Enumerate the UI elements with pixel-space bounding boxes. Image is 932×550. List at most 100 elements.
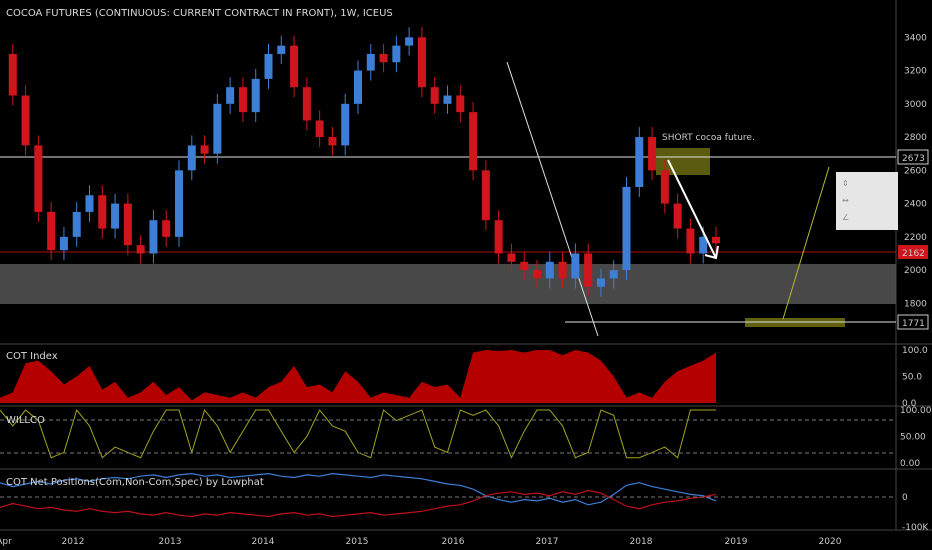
candle-body: [609, 270, 618, 279]
candle-body: [226, 87, 235, 104]
candle-body: [72, 211, 81, 237]
short-arrow[interactable]: [667, 159, 717, 259]
net-noncommercial-line: [0, 489, 717, 518]
candle-body: [264, 53, 273, 79]
candle-body: [456, 95, 465, 113]
candle-body: [405, 37, 414, 46]
candle-body: [162, 220, 171, 237]
net-commercial-line: [0, 472, 717, 506]
price-axis[interactable]: 3400 3200 3000 2800 2600 2400 2200 2000 1800: [904, 33, 927, 309]
time-tick-label: 2017: [536, 537, 559, 547]
willco-pane: [0, 408, 716, 459]
price-tick-label: 2000: [904, 266, 927, 276]
cot-tick-label: 0.0: [902, 399, 917, 409]
candle-body: [392, 45, 401, 63]
willco-line: [0, 408, 716, 459]
price-tick-label: 3400: [904, 33, 927, 43]
candle-body: [686, 228, 695, 254]
marker-upper: 2673: [897, 149, 929, 165]
candle-body: [149, 220, 158, 254]
candle-body: [660, 170, 669, 204]
measure-bars-icon: ↔: [842, 196, 849, 205]
candle-body: [328, 137, 337, 146]
marker-lower-text: 1771: [902, 319, 925, 329]
candle-body: [341, 103, 350, 146]
measure-box[interactable]: [836, 172, 898, 230]
candle-body: [622, 186, 631, 271]
support-zone[interactable]: [0, 264, 896, 304]
candle-body: [213, 103, 222, 154]
trend-line-projection[interactable]: [782, 166, 830, 320]
cot-index-pane: [0, 350, 716, 403]
price-tick-label: 3200: [904, 67, 927, 77]
candle-body: [469, 112, 478, 171]
candle-body: [315, 120, 324, 138]
candle-body: [175, 170, 183, 237]
willco-tick-label: 50.00: [900, 433, 926, 443]
candle-body: [635, 137, 644, 187]
candle-body: [136, 245, 145, 254]
chart-title: COCOA FUTURES (CONTINUOUS: CURRENT CONTR…: [6, 8, 393, 19]
candle-body: [123, 203, 132, 246]
candle-body: [238, 87, 247, 113]
candle-body: [277, 45, 286, 54]
candle-body: [520, 261, 529, 271]
candle-body: [302, 87, 311, 121]
measure-angle-icon: ∠: [842, 213, 849, 222]
candle-body: [596, 278, 605, 287]
candle-body: [712, 236, 720, 244]
measure-range-icon: ⇕: [842, 179, 849, 188]
candle-body: [98, 195, 107, 229]
marker-lower: 1771: [897, 314, 929, 330]
candle-body: [85, 195, 94, 212]
time-axis[interactable]: Apr 2012 2013 2014 2015 2016 2017 2018 2019 2020: [0, 537, 842, 547]
candle-body: [21, 95, 30, 146]
candle-body: [251, 78, 260, 113]
time-tick-label: 2012: [62, 537, 85, 547]
willco-tick-label: 100.00: [900, 406, 932, 416]
candle-body: [379, 53, 388, 63]
price-tick-label: 2400: [904, 200, 927, 210]
cot-index-area: [0, 350, 716, 403]
net-tick-label: 0: [902, 493, 908, 503]
candle-body: [494, 220, 503, 254]
candle-body: [571, 253, 580, 279]
time-tick-label: 2016: [442, 537, 465, 547]
time-tick-label: 2013: [159, 537, 182, 547]
candle-body: [533, 270, 541, 279]
time-tick-label: Apr: [0, 537, 12, 547]
candle-body: [47, 211, 56, 251]
price-tick-label: 1800: [904, 299, 927, 309]
candle-body: [558, 261, 567, 279]
time-tick-label: 2018: [630, 537, 653, 547]
short-arrow-head: [704, 245, 719, 260]
time-tick-label: 2019: [725, 537, 748, 547]
candle-body: [545, 261, 554, 279]
annotation-short[interactable]: SHORT cocoa future.: [662, 133, 755, 143]
time-tick-label: 2014: [252, 537, 275, 547]
net-tick-label: -100K: [902, 523, 929, 533]
candle-body: [584, 253, 593, 287]
marker-last-text: 2162: [902, 249, 925, 259]
candle-body: [481, 170, 490, 221]
willco-pane-title: WILLCO: [6, 415, 45, 426]
candle-body: [417, 37, 426, 88]
time-tick-label: 2015: [346, 537, 369, 547]
price-tick-label: 2200: [904, 233, 927, 243]
cot-tick-label: 50.0: [902, 373, 922, 383]
cot-pane-title: COT Index: [6, 351, 58, 362]
marker-last: 2162: [898, 245, 928, 259]
trend-line-down[interactable]: [506, 61, 599, 337]
candle-body: [290, 45, 299, 88]
cot-tick-label: 100.0: [902, 346, 928, 356]
marker-upper-text: 2673: [902, 154, 925, 164]
candle-body: [699, 236, 708, 254]
price-tick-label: 2800: [904, 133, 927, 143]
price-tick-label: 2600: [904, 166, 927, 176]
candles-group: [8, 27, 720, 297]
willco-tick-label: 0.00: [900, 459, 920, 469]
net-pane-title: COT Net Positions(Com,Non-Com,Spec) by L…: [6, 477, 264, 488]
time-tick-label: 2020: [819, 537, 842, 547]
candle-body: [648, 137, 657, 171]
